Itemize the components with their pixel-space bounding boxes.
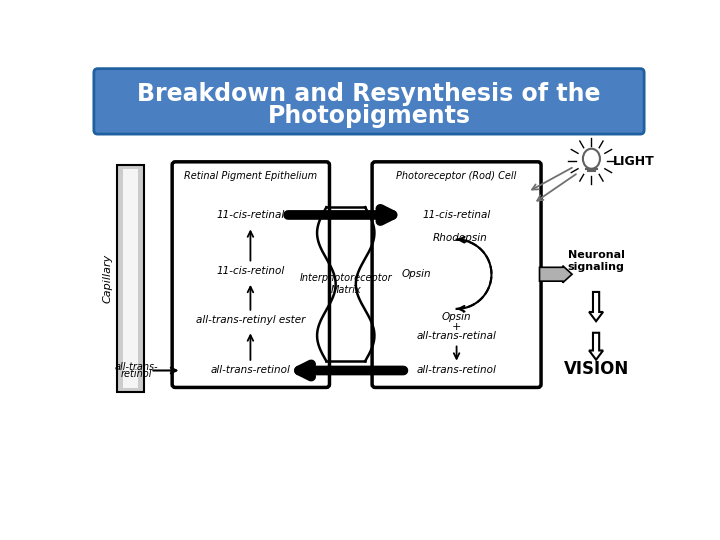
Text: Opsin: Opsin [402,269,431,279]
Text: +: + [452,322,462,332]
Text: all-trans-retinal: all-trans-retinal [417,331,497,341]
Text: 11-cis-retinal: 11-cis-retinal [423,210,491,220]
FancyArrow shape [589,292,603,321]
Text: all-trans-retinyl ester: all-trans-retinyl ester [196,315,305,326]
Text: VISION: VISION [564,360,629,378]
Text: Rhodopsin: Rhodopsin [433,233,488,243]
Text: Breakdown and Resynthesis of the: Breakdown and Resynthesis of the [138,82,600,106]
Text: all-trans-: all-trans- [114,362,158,372]
Bar [123,168,138,388]
FancyArrow shape [589,333,603,360]
Text: Retinal Pigment Epithelium: Retinal Pigment Epithelium [184,172,317,181]
Text: Capillary: Capillary [102,253,112,303]
Text: all-trans-retinol: all-trans-retinol [417,366,497,375]
Bar [117,165,144,392]
Text: Opsin: Opsin [442,312,472,322]
FancyBboxPatch shape [94,69,644,134]
Text: Photopigments: Photopigments [268,104,470,127]
Text: Photoreceptor (Rod) Cell: Photoreceptor (Rod) Cell [397,172,517,181]
Text: LIGHT: LIGHT [613,154,655,167]
Text: Neuronal
signaling: Neuronal signaling [567,251,624,272]
FancyArrow shape [539,266,572,283]
Text: 11-cis-retinol: 11-cis-retinol [216,266,284,276]
FancyBboxPatch shape [372,162,541,387]
Text: Interphotoreceptor
Matrix: Interphotoreceptor Matrix [300,273,392,295]
Text: 11-cis-retinal: 11-cis-retinal [216,210,284,220]
Text: retinol: retinol [121,369,152,379]
Text: all-trans-retinol: all-trans-retinol [210,366,290,375]
FancyBboxPatch shape [172,162,330,387]
